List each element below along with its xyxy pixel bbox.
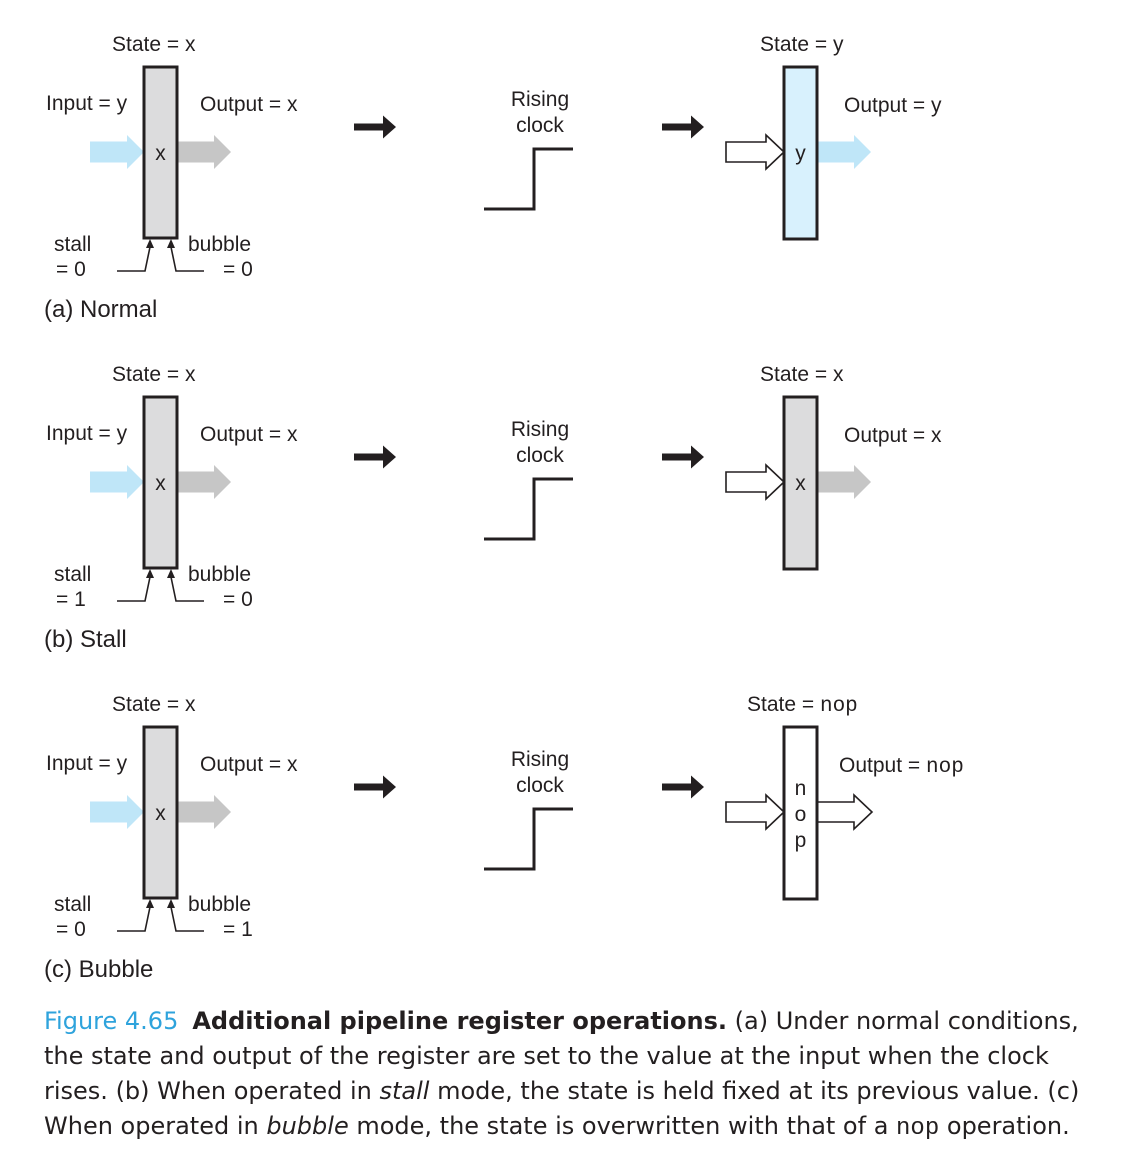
bubble-arrowhead (167, 899, 175, 908)
after-register-char-n: n (795, 777, 807, 800)
bubble-line (170, 906, 204, 932)
caption-text-3: mode, the state is overwritten with that… (348, 1112, 897, 1140)
figure-caption: Figure 4.65 Additional pipeline register … (44, 1004, 1114, 1146)
clock-label-line1: Rising (511, 748, 569, 771)
after-register-char-p: p (795, 829, 807, 852)
after-state-label: State = x (760, 363, 844, 386)
bubble-arrowhead (167, 239, 175, 248)
before-register (142, 65, 179, 240)
clock-label-line1: Rising (511, 418, 569, 441)
input-arrow (90, 795, 144, 829)
caption-text-2: mode, the state is held fixed at its pre… (44, 1077, 1080, 1140)
input-label: Input = y (46, 752, 128, 775)
bubble-line (170, 246, 204, 272)
before-state-label: State = x (112, 33, 196, 56)
stall-arrowhead (146, 239, 154, 248)
stall-value: = 0 (56, 258, 86, 281)
after-input-arrow (725, 463, 786, 501)
before-register (142, 725, 179, 900)
bubble-arrowhead (167, 569, 175, 578)
caption-bubble-word: bubble (266, 1112, 349, 1140)
bubble-value: = 0 (223, 258, 253, 281)
caption-text-4: operation. (939, 1112, 1070, 1140)
clock-label-line1: Rising (511, 88, 569, 111)
rising-clock-edge (484, 807, 573, 871)
stall-label: stall (54, 893, 91, 916)
after-register-value: y (795, 142, 806, 165)
stall-label: stall (54, 233, 91, 256)
transition-arrow-2 (662, 115, 704, 139)
before-register-value: x (155, 802, 166, 825)
stall-value: = 0 (56, 918, 86, 941)
input-arrow (90, 465, 144, 499)
clock-label-line2: clock (516, 444, 564, 467)
before-output-label: Output = x (200, 93, 298, 116)
before-output-label: Output = x (200, 753, 298, 776)
bubble-line (170, 576, 204, 602)
transition-arrow-1 (354, 115, 396, 139)
panel-label: (c) Bubble (44, 956, 153, 983)
input-label: Input = y (46, 422, 128, 445)
figure-number: Figure 4.65 (44, 1007, 179, 1035)
stall-line (117, 576, 151, 602)
after-register-char-o: o (795, 803, 807, 826)
before-register (142, 395, 179, 570)
panel-3: State = x Input = y Output = x x stall= 0 bub… (44, 693, 964, 983)
bubble-value: = 0 (223, 588, 253, 611)
after-state-label: State = nop (747, 693, 858, 718)
rising-clock-edge (484, 147, 573, 211)
after-register (782, 395, 819, 571)
before-state-label: State = x (112, 363, 196, 386)
before-output-arrow (177, 795, 231, 829)
before-output-label: Output = x (200, 423, 298, 446)
stall-arrowhead (146, 569, 154, 578)
transition-arrow-1 (354, 775, 396, 799)
after-output-label: Output = y (844, 94, 942, 117)
figure-title: Additional pipeline register operations. (192, 1007, 727, 1035)
input-label: Input = y (46, 92, 128, 115)
input-arrow (90, 135, 144, 169)
caption-stall-word: stall (379, 1077, 430, 1105)
panel-label: (b) Stall (44, 626, 127, 653)
rising-clock-edge (484, 477, 573, 541)
stall-line (117, 246, 151, 272)
clock-label-line2: clock (516, 774, 564, 797)
after-output-label: Output = x (844, 424, 942, 447)
bubble-label: bubble (188, 893, 251, 916)
bubble-label: bubble (188, 233, 251, 256)
bubble-label: bubble (188, 563, 251, 586)
stall-arrowhead (146, 899, 154, 908)
before-register-value: x (155, 142, 166, 165)
after-state-label: State = y (760, 33, 844, 56)
after-input-arrow (725, 793, 786, 831)
after-output-arrow (817, 135, 871, 169)
after-output-arrow (817, 465, 871, 499)
stall-label: stall (54, 563, 91, 586)
after-output-label: Output = nop (839, 754, 964, 779)
caption-text-1: (a) Under normal conditions, the state a… (44, 1007, 1079, 1105)
bubble-value: = 1 (223, 918, 253, 941)
transition-arrow-1 (354, 445, 396, 469)
stall-line (117, 906, 151, 932)
after-register (782, 65, 819, 241)
after-register (782, 725, 819, 901)
after-register-value: x (795, 472, 806, 495)
panel-label: (a) Normal (44, 296, 157, 323)
after-input-arrow (725, 133, 786, 171)
panel-2: State = x Input = y Output = x x stall= 1 bub… (44, 363, 942, 653)
before-state-label: State = x (112, 693, 196, 716)
clock-label-line2: clock (516, 114, 564, 137)
before-output-arrow (177, 135, 231, 169)
transition-arrow-2 (662, 445, 704, 469)
before-output-arrow (177, 465, 231, 499)
after-output-arrow (816, 793, 874, 831)
before-register-value: x (155, 472, 166, 495)
transition-arrow-2 (662, 775, 704, 799)
caption-nop-word: nop (896, 1115, 940, 1142)
stall-value: = 1 (56, 588, 86, 611)
